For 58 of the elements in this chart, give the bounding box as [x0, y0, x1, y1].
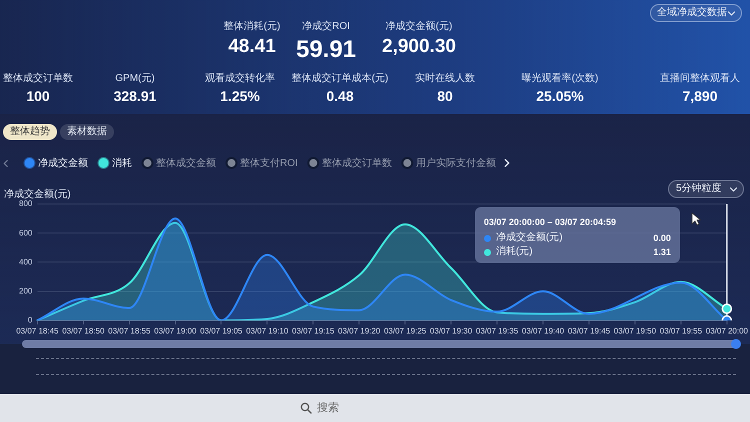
text: 2,900.30	[382, 36, 456, 58]
y-tick-label: 400	[18, 257, 33, 266]
text: 净成交金额(元)	[386, 21, 452, 32]
legend-label: 整体成交订单数	[322, 156, 392, 169]
text: 直播间整体观看人	[660, 73, 740, 84]
text: GPM(元)	[115, 73, 155, 84]
text: 整体成交订单成本(元)	[292, 73, 388, 84]
annotation: 净成交金额(元)	[496, 232, 563, 244]
x-tick-label: 03/07 19:10	[246, 326, 289, 336]
x-tick-label: 03/07 19:25	[384, 326, 427, 336]
y-tick-label: 200	[18, 286, 33, 296]
x-tick-label: 03/07 19:55	[660, 326, 703, 336]
y-tick-label: 800	[18, 199, 33, 208]
legend-label: 用户实际支付金额	[416, 156, 496, 169]
text: 曝光观看率(次数)	[522, 73, 598, 84]
annotation: 1.31	[653, 246, 671, 258]
text: 搜索	[317, 400, 339, 415]
annotation: 03/07 20:00:00 – 03/07 20:04:59	[484, 217, 616, 227]
tab-button: 素材数据	[60, 124, 114, 140]
y-tick-label: 600	[18, 228, 33, 238]
text: 整体成交订单数	[3, 73, 73, 84]
text: 48.41	[228, 36, 276, 58]
x-tick-label: 03/07 19:45	[568, 326, 611, 336]
y-tick-label: 0	[28, 316, 33, 325]
x-tick-label: 03/07 19:35	[476, 326, 519, 336]
x-tick-label: 03/07 20:00	[706, 326, 749, 336]
x-tick-label: 03/07 19:20	[338, 326, 381, 336]
y-axis-title: 净成交金额(元)	[4, 189, 71, 200]
dropdown: 全域净成交数据	[650, 4, 742, 22]
x-tick-label: 03/07 19:50	[614, 326, 657, 336]
text: 1.25%	[220, 88, 260, 104]
legend-label: 净成交金额	[38, 156, 88, 169]
legend-label: 整体成交金额	[156, 156, 216, 169]
x-tick-label: 03/07 19:40	[522, 326, 565, 336]
annotation: 0.00	[653, 232, 671, 244]
text: 实时在线人数	[415, 73, 475, 84]
x-tick-label: 03/07 19:00	[154, 326, 197, 336]
legend-label: 整体支付ROI	[240, 156, 298, 169]
x-tick-label: 03/07 18:50	[62, 326, 105, 336]
text: 100	[26, 88, 50, 104]
text: 80	[437, 88, 453, 104]
dropdown: 5分钟粒度	[668, 180, 744, 198]
text: 整体消耗(元)	[224, 21, 280, 32]
tab-button: 整体趋势	[3, 124, 57, 140]
x-tick-label: 03/07 19:30	[430, 326, 473, 336]
x-tick-label: 03/07 18:45	[16, 326, 60, 336]
text: 7,890	[682, 88, 718, 104]
x-tick-label: 03/07 19:15	[292, 326, 335, 336]
legend-label: 消耗	[112, 156, 132, 169]
text: 净成交ROI	[302, 21, 350, 32]
x-tick-label: 03/07 18:55	[108, 326, 151, 336]
text: 0.48	[326, 88, 354, 104]
text: 59.91	[296, 36, 356, 64]
annotation: 消耗(元)	[496, 246, 533, 258]
text: 25.05%	[536, 88, 584, 104]
text: 328.91	[114, 88, 156, 104]
text: 观看成交转化率	[205, 73, 275, 84]
x-tick-label: 03/07 19:05	[200, 326, 243, 336]
